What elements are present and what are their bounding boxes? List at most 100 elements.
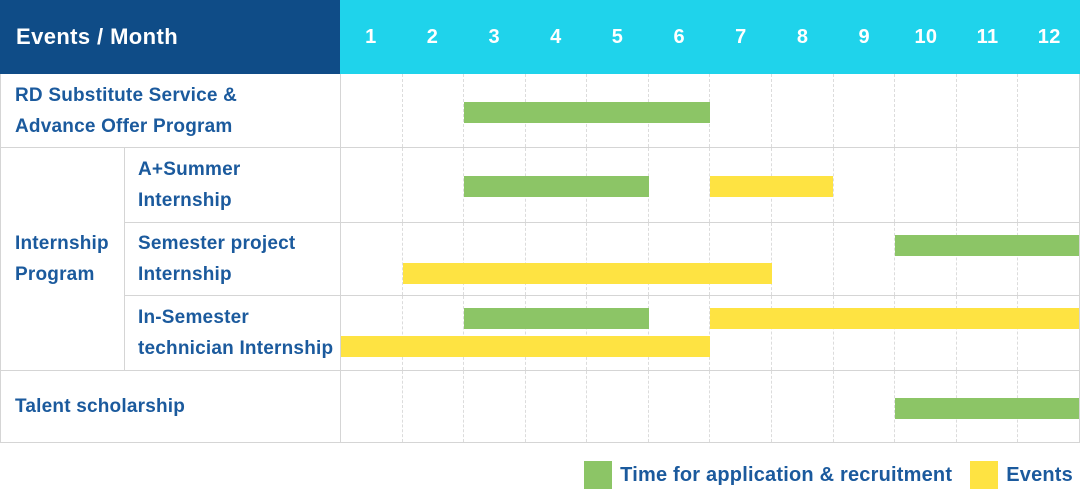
month-label: 11 <box>976 25 999 48</box>
legend-swatch-green <box>584 461 613 489</box>
month-label: 4 <box>550 25 562 48</box>
grid-cell <box>709 223 771 295</box>
grid-cell <box>463 148 525 222</box>
page-title: Events / Month <box>16 24 179 49</box>
legend-item-application: Time for application & recruitment <box>584 461 952 489</box>
grid-cell <box>401 148 464 222</box>
month-label: 12 <box>1037 25 1061 48</box>
legend-item-events: Events <box>970 461 1073 489</box>
month-label: 3 <box>488 25 500 48</box>
row-label: RD Substitute Service & Advance Offer Pr… <box>1 74 340 147</box>
month-header: 1 2 3 4 5 6 7 8 9 10 11 12 <box>340 0 1080 74</box>
gantt-bar-application <box>464 308 649 329</box>
month-label: 6 <box>673 25 685 48</box>
grid-cell <box>586 223 648 295</box>
grid-cell <box>955 296 1018 370</box>
month-label: 7 <box>735 25 747 48</box>
row-label-line: Internship <box>138 264 232 285</box>
gantt-bar-application <box>464 101 710 123</box>
group-label-line: Internship <box>15 233 109 254</box>
month-label: 9 <box>858 25 870 48</box>
grid-cell <box>463 223 525 295</box>
grid-cell <box>1017 148 1079 222</box>
grid-cell <box>771 74 833 147</box>
grid-cell <box>832 74 895 147</box>
timeline-rd-substitute <box>340 74 1079 147</box>
grid-cell <box>341 74 402 147</box>
grid-cell <box>524 223 587 295</box>
table-row-a-plus-summer: A+Summer Internship <box>124 148 1079 222</box>
grid-cell <box>955 74 1018 147</box>
grid-cell <box>832 296 895 370</box>
grid-cell <box>647 148 710 222</box>
grid-cell <box>771 296 833 370</box>
grid-cell <box>832 148 895 222</box>
legend-label: Time for application & recruitment <box>620 463 953 486</box>
table-row-rd-substitute: RD Substitute Service & Advance Offer Pr… <box>1 74 1079 147</box>
grid-cell <box>894 223 956 295</box>
group-section-internship-program: Internship Program A+Summer Internship S… <box>1 147 1079 370</box>
group-rows: A+Summer Internship Semester project Int… <box>124 148 1079 370</box>
timeline-talent-scholarship <box>340 371 1079 442</box>
timeline-semester-project <box>340 223 1079 295</box>
grid-cell <box>771 223 833 295</box>
month-label: 2 <box>426 25 439 48</box>
row-label-line: In-Semester <box>138 307 249 328</box>
month-label: 10 <box>914 25 938 48</box>
grid-cell <box>894 74 956 147</box>
grid-cell <box>463 371 525 442</box>
table-header: Events / Month 1 2 3 4 5 6 7 8 9 10 11 12 <box>0 0 1080 74</box>
grid-cell <box>463 296 525 370</box>
table-row-talent-scholarship: Talent scholarship <box>1 370 1079 442</box>
grid-cell <box>647 371 710 442</box>
table-body: RD Substitute Service & Advance Offer Pr… <box>0 74 1080 443</box>
grid-cell <box>341 371 402 442</box>
grid-cell <box>341 148 402 222</box>
gantt-bar-event <box>341 336 710 357</box>
grid-cell <box>955 148 1018 222</box>
grid-cell <box>955 223 1018 295</box>
grid-cell <box>709 371 771 442</box>
gantt-bar-application <box>894 397 1079 419</box>
row-label: A+Summer Internship <box>124 148 340 222</box>
header-title-cell: Events / Month <box>0 0 340 74</box>
grid-cell <box>894 148 956 222</box>
row-label-line: Advance Offer Program <box>15 115 233 137</box>
table-row-semester-project: Semester project Internship <box>124 222 1079 295</box>
row-label: In-Semester technician Internship <box>124 296 340 370</box>
grid-cell <box>341 223 402 295</box>
grid-cell <box>1017 296 1079 370</box>
gantt-bar-application <box>894 235 1079 256</box>
legend: Time for application & recruitment Event… <box>584 461 1073 489</box>
grid-cell <box>463 74 525 147</box>
group-label: Internship Program <box>1 148 124 370</box>
grid-cell <box>586 371 648 442</box>
gantt-bar-event <box>402 263 772 284</box>
grid-cell <box>709 148 771 222</box>
grid-cell <box>647 223 710 295</box>
grid-cell <box>709 296 771 370</box>
timeline-in-semester-technician <box>340 296 1079 370</box>
grid-cell <box>524 371 587 442</box>
row-label: Semester project Internship <box>124 223 340 295</box>
grid-cell <box>647 296 710 370</box>
row-label-line: Internship <box>138 190 232 211</box>
table-row-in-semester-technician: In-Semester technician Internship <box>124 295 1079 370</box>
legend-label: Events <box>1006 463 1073 486</box>
gantt-bar-event <box>710 176 833 197</box>
month-label: 1 <box>365 25 377 48</box>
month-label: 5 <box>611 25 624 48</box>
month-label: 8 <box>796 25 809 48</box>
grid-cell <box>524 296 587 370</box>
grid-cell <box>401 74 464 147</box>
row-label-line: A+Summer <box>138 159 241 180</box>
legend-swatch-yellow <box>970 461 999 489</box>
row-label-line: RD Substitute Service & <box>15 84 238 106</box>
grid-cell <box>894 296 956 370</box>
row-label: Talent scholarship <box>1 371 340 442</box>
grid-cell <box>832 223 895 295</box>
grid-cell <box>832 371 895 442</box>
row-label-line: technician Internship <box>138 338 334 359</box>
grid-cell <box>401 296 464 370</box>
